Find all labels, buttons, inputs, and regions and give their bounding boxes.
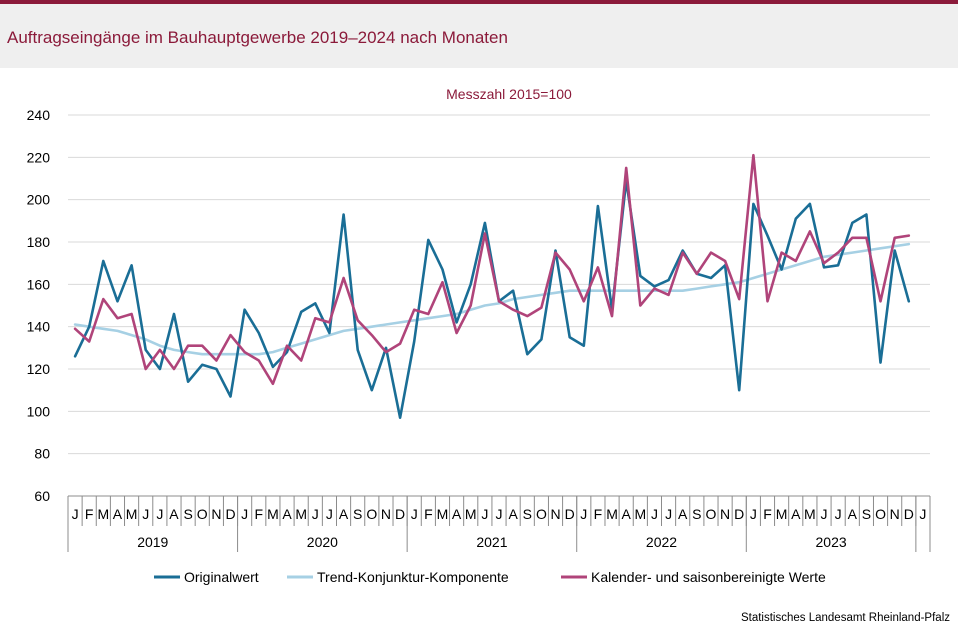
x-month-label: D: [565, 506, 575, 522]
x-month-label: M: [295, 506, 307, 522]
x-month-label: M: [437, 506, 449, 522]
x-month-label: F: [85, 506, 94, 522]
x-month-label: A: [452, 506, 462, 522]
x-month-label: A: [791, 506, 801, 522]
x-month-label: A: [508, 506, 518, 522]
x-month-label: S: [353, 506, 362, 522]
y-tick-label: 120: [27, 361, 51, 377]
y-tick-label: 180: [27, 234, 51, 250]
chart-title: Messzahl 2015=100: [446, 86, 572, 102]
y-tick-label: 240: [27, 107, 51, 123]
x-month-label: A: [169, 506, 179, 522]
x-month-label: M: [267, 506, 279, 522]
x-month-label: J: [72, 506, 79, 522]
x-month-label: O: [706, 506, 717, 522]
x-month-label: N: [211, 506, 221, 522]
x-year-label: 2022: [646, 534, 677, 550]
legend-label: Kalender- und saisonbereinigte Werte: [591, 569, 826, 585]
x-month-label: A: [113, 506, 123, 522]
x-month-label: M: [776, 506, 788, 522]
x-month-label: J: [411, 506, 418, 522]
x-month-label: M: [606, 506, 618, 522]
x-month-label: D: [734, 506, 744, 522]
x-month-label: M: [465, 506, 477, 522]
x-month-label: A: [282, 506, 292, 522]
series-line-2: [73, 153, 911, 386]
legend-label: Originalwert: [184, 569, 259, 585]
series-line-1: [73, 242, 911, 356]
x-month-label: J: [496, 506, 503, 522]
x-month-label: J: [651, 506, 658, 522]
x-month-label: S: [862, 506, 871, 522]
x-month-label: J: [750, 506, 757, 522]
x-month-label: J: [835, 506, 842, 522]
x-month-label: J: [821, 506, 828, 522]
source-note: Statistisches Landesamt Rheinland-Pfalz: [740, 612, 950, 624]
x-month-label: A: [848, 506, 858, 522]
x-month-label: N: [890, 506, 900, 522]
x-month-label: S: [523, 506, 532, 522]
x-month-label: J: [580, 506, 587, 522]
x-year-label: 2020: [307, 534, 338, 550]
y-tick-label: 160: [27, 276, 51, 292]
x-month-label: M: [634, 506, 646, 522]
x-month-label: N: [720, 506, 730, 522]
x-month-label: N: [550, 506, 560, 522]
x-month-label: F: [424, 506, 433, 522]
x-month-label: M: [97, 506, 109, 522]
x-month-label: N: [381, 506, 391, 522]
x-month-label: J: [919, 506, 926, 522]
x-month-label: A: [622, 506, 632, 522]
y-tick-label: 200: [27, 192, 51, 208]
x-month-label: J: [665, 506, 672, 522]
x-month-label: S: [692, 506, 701, 522]
x-month-label: J: [481, 506, 488, 522]
x-month-label: D: [225, 506, 235, 522]
x-month-label: J: [156, 506, 163, 522]
x-month-label: D: [904, 506, 914, 522]
x-month-label: F: [763, 506, 772, 522]
x-month-label: O: [875, 506, 886, 522]
x-month-label: J: [312, 506, 319, 522]
x-month-label: O: [366, 506, 377, 522]
x-month-label: F: [594, 506, 603, 522]
y-tick-label: 140: [27, 319, 51, 335]
y-tick-label: 60: [34, 488, 50, 504]
x-month-label: O: [536, 506, 547, 522]
y-tick-label: 100: [27, 403, 51, 419]
separator: [0, 68, 958, 74]
x-month-label: D: [395, 506, 405, 522]
y-tick-label: 220: [27, 149, 51, 165]
x-month-label: J: [326, 506, 333, 522]
x-year-label: 2019: [137, 534, 168, 550]
x-month-label: M: [126, 506, 138, 522]
x-month-label: F: [254, 506, 263, 522]
x-month-label: O: [197, 506, 208, 522]
top-accent-bar: [0, 0, 958, 4]
x-month-label: J: [241, 506, 248, 522]
x-month-label: A: [678, 506, 688, 522]
x-year-label: 2021: [476, 534, 507, 550]
x-month-label: M: [804, 506, 816, 522]
legend-label: Trend-Konjunktur-Komponente: [317, 569, 509, 585]
x-month-label: J: [142, 506, 149, 522]
title-band: Auftragseingänge im Bauhauptgewerbe 2019…: [0, 4, 958, 68]
page-title: Auftragseingänge im Bauhauptgewerbe 2019…: [7, 28, 508, 47]
x-month-label: A: [339, 506, 349, 522]
series-line-0: [73, 179, 911, 420]
y-tick-label: 80: [34, 446, 50, 462]
x-year-label: 2023: [816, 534, 847, 550]
x-month-label: S: [183, 506, 192, 522]
